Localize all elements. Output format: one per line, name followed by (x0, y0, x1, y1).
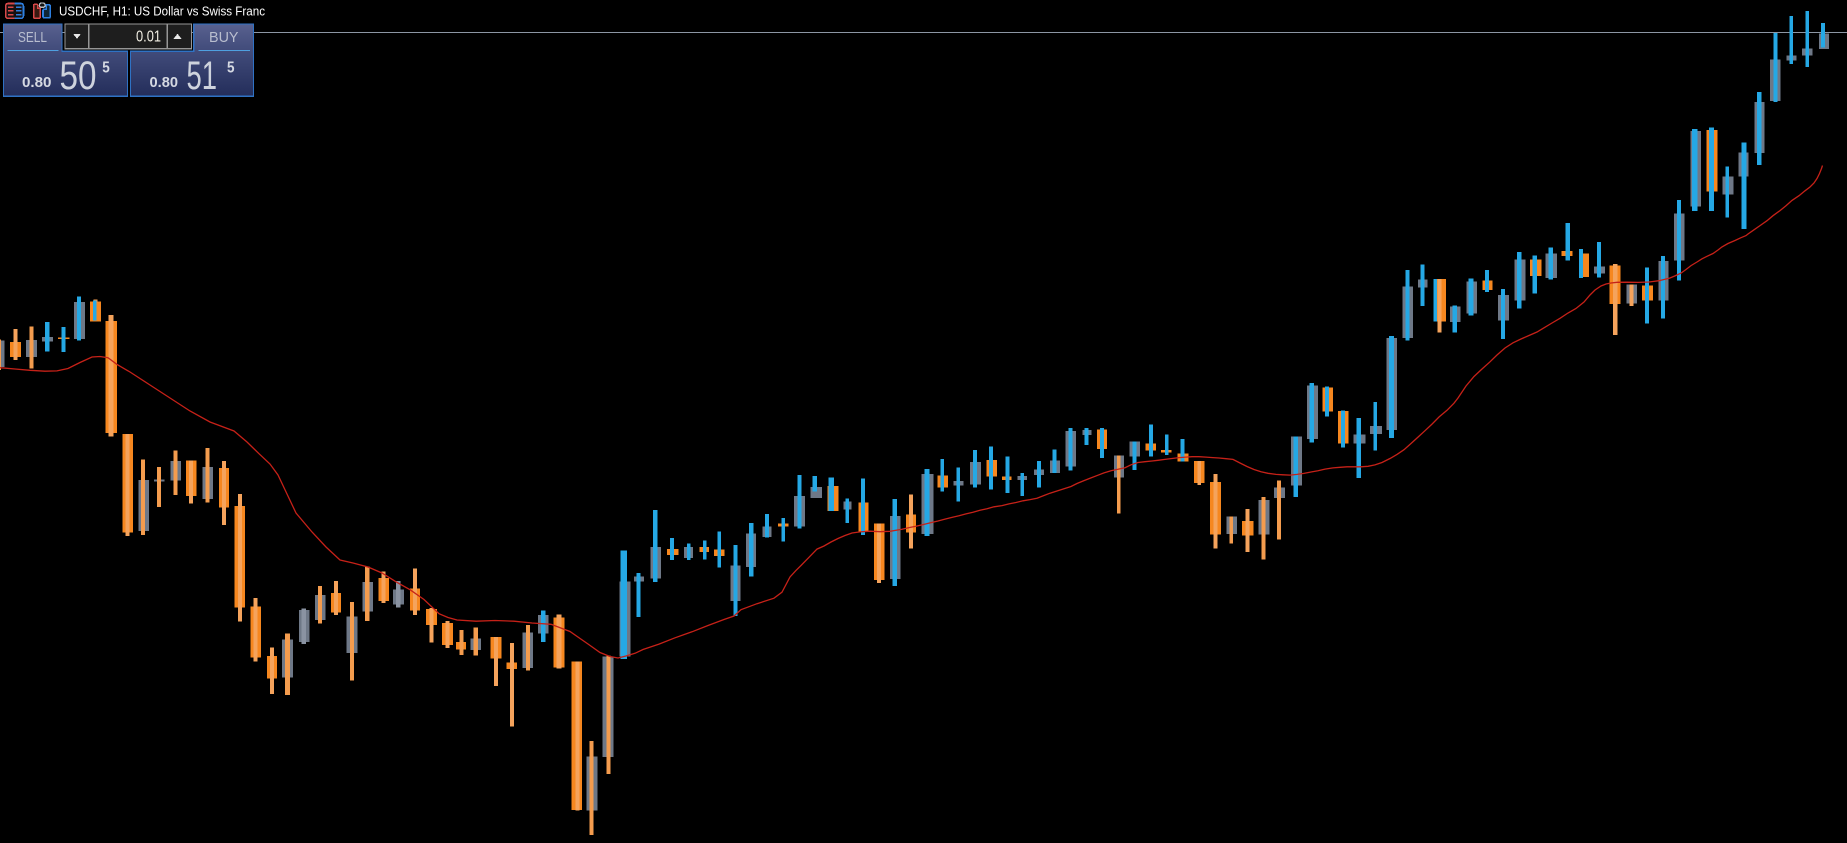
svg-text:5: 5 (102, 59, 110, 76)
svg-text:0.80: 0.80 (150, 75, 179, 91)
svg-text:BUY: BUY (209, 30, 239, 46)
svg-text:0.01: 0.01 (136, 29, 161, 46)
svg-text:USDCHF, H1: US Dollar vs Swis: USDCHF, H1: US Dollar vs Swiss Franc (59, 4, 265, 19)
svg-text:51: 51 (187, 54, 218, 98)
svg-text:50: 50 (60, 54, 97, 98)
svg-text:5: 5 (227, 59, 235, 76)
svg-text:SELL: SELL (18, 30, 47, 46)
svg-text:0.80: 0.80 (22, 75, 52, 91)
